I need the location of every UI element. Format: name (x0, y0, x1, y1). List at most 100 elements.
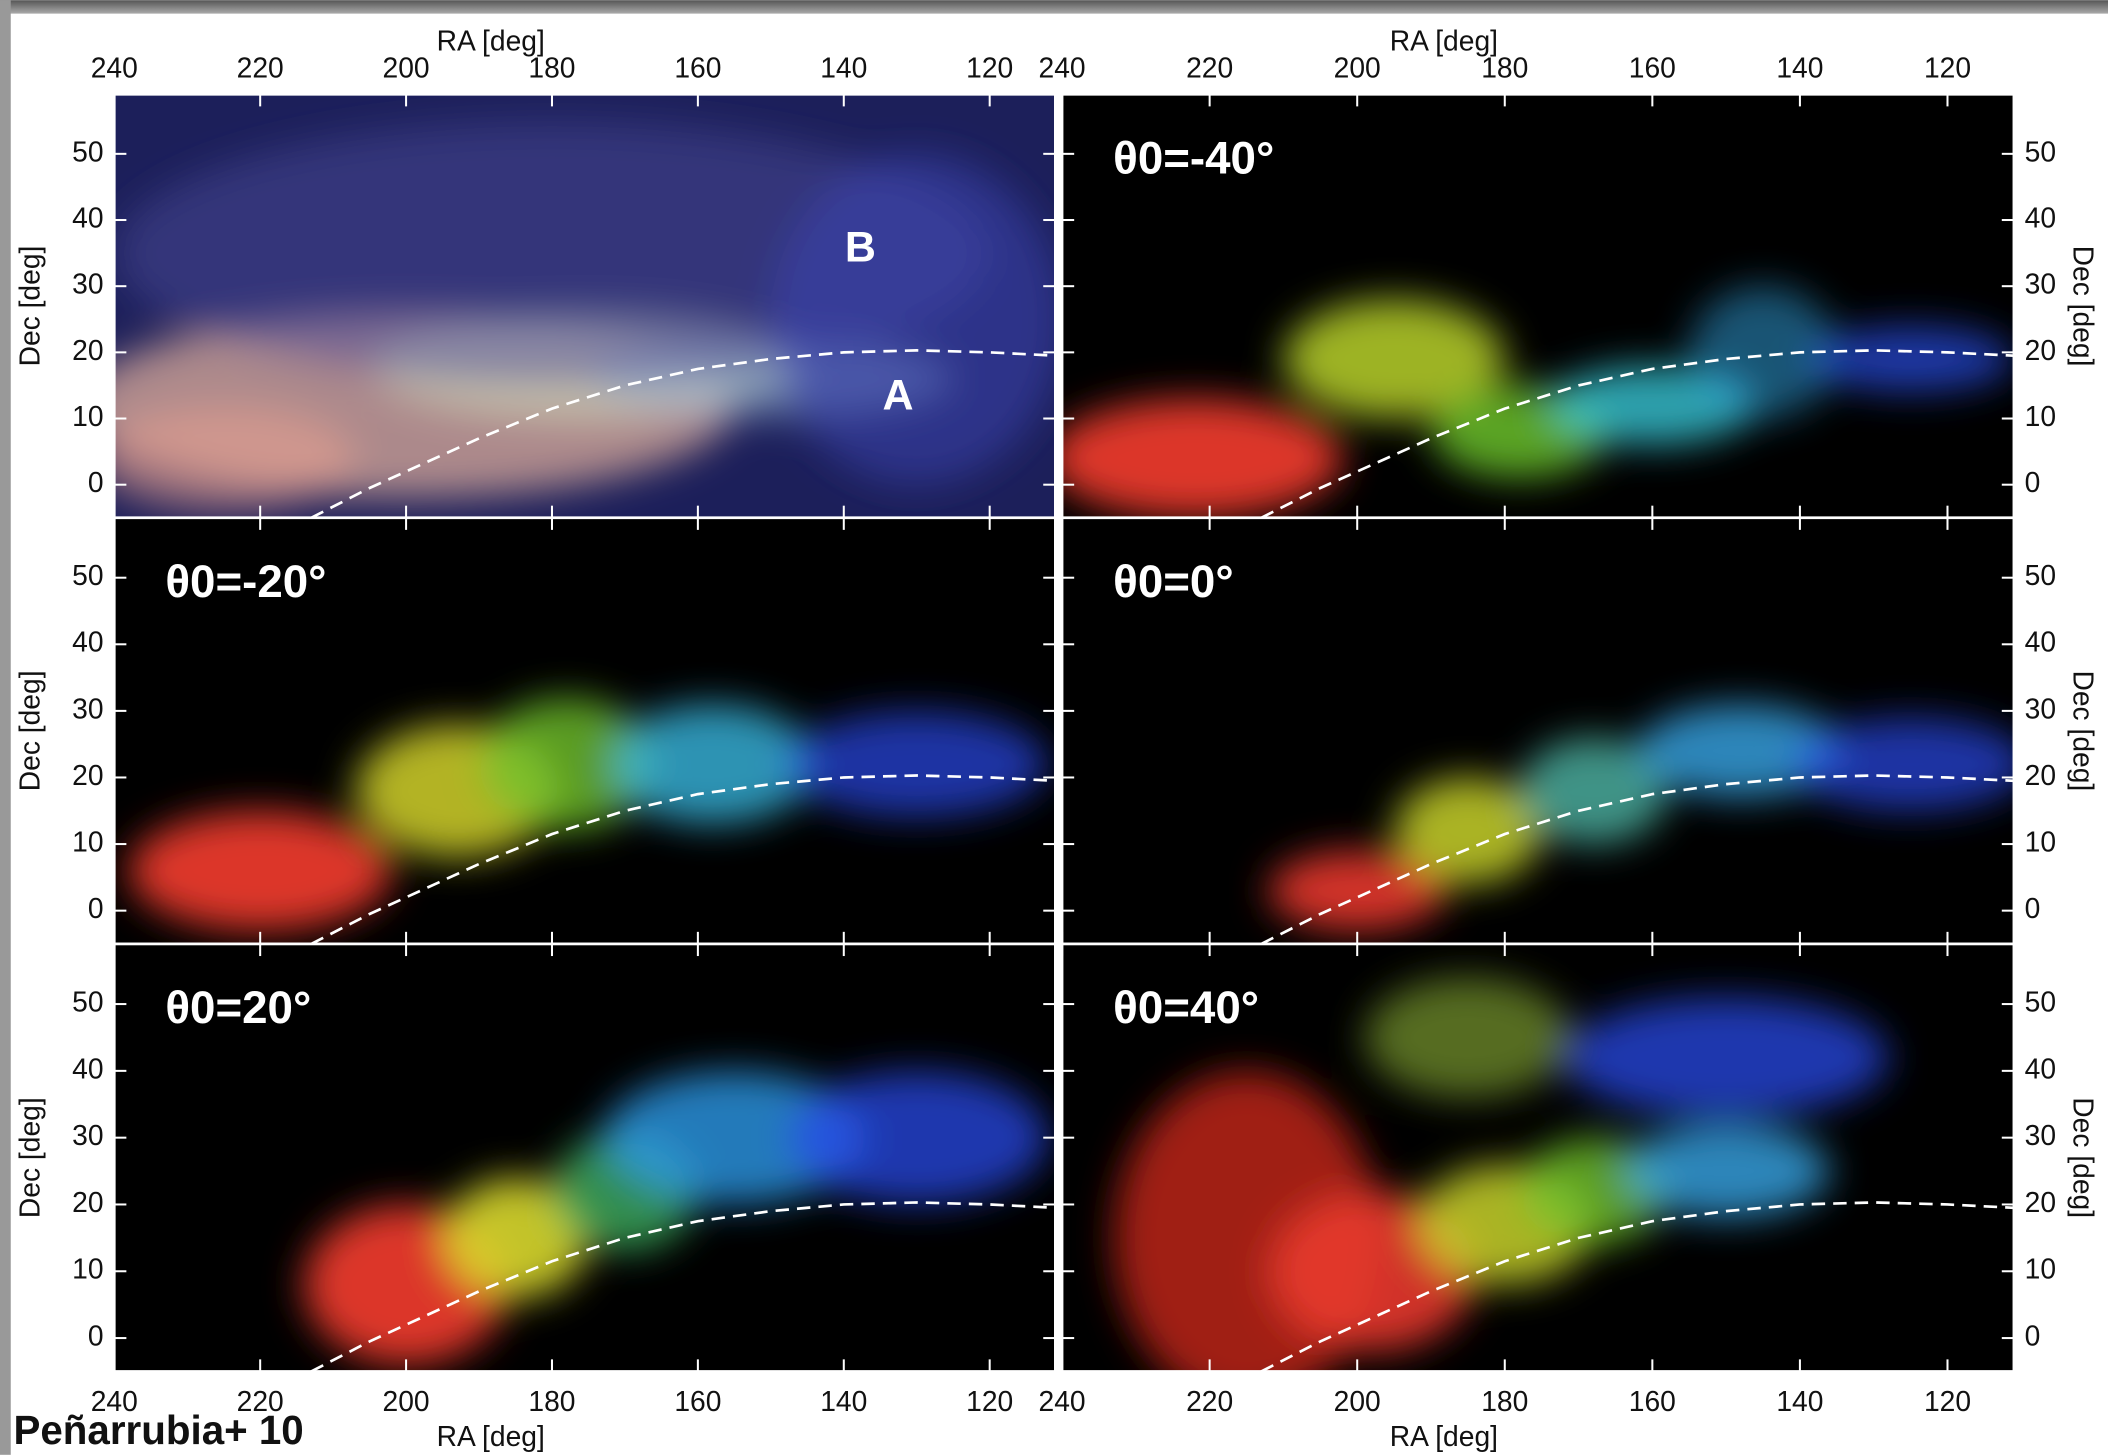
x-tick-label: 180 (528, 1385, 575, 1417)
x-tick-label: 140 (1776, 52, 1823, 84)
y-tick-label: 30 (2025, 1119, 2056, 1151)
star-cloud (785, 711, 1048, 818)
x-tick-label: 200 (383, 52, 430, 84)
x-tick-label: 160 (1629, 52, 1676, 84)
y-tick-label: 40 (2025, 1052, 2056, 1084)
y-axis-label: Dec [deg] (14, 1097, 46, 1218)
y-tick-label: 50 (72, 986, 103, 1018)
y-axis-label: Dec [deg] (2068, 670, 2100, 791)
panel-label: θ0=40° (1113, 982, 1259, 1033)
x-tick-label: 140 (820, 1385, 867, 1417)
x-tick-label: 240 (1039, 52, 1086, 84)
y-tick-label: 40 (2025, 201, 2056, 233)
y-axis-label: Dec [deg] (14, 670, 46, 791)
x-tick-label: 120 (966, 52, 1013, 84)
panel-label: θ0=20° (165, 982, 311, 1033)
panel-label: θ0=-40° (1113, 133, 1274, 184)
y-tick-label: 20 (2025, 1186, 2056, 1218)
y-axis-label: Dec [deg] (14, 246, 46, 367)
window-edge (0, 0, 11, 1455)
window-edge (0, 0, 2108, 13)
x-tick-label: 140 (1776, 1385, 1823, 1417)
y-tick-label: 10 (72, 400, 103, 432)
y-tick-label: 0 (88, 1320, 104, 1352)
y-tick-label: 50 (2025, 986, 2056, 1018)
x-tick-label: 240 (91, 1385, 138, 1417)
x-tick-label: 120 (1924, 1385, 1971, 1417)
x-tick-label: 180 (1481, 1385, 1528, 1417)
y-tick-label: 0 (2025, 892, 2041, 924)
x-tick-label: 160 (674, 52, 721, 84)
y-tick-label: 0 (2025, 466, 2041, 498)
x-tick-label: 200 (383, 1385, 430, 1417)
x-tick-label: 200 (1334, 52, 1381, 84)
star-cloud (129, 811, 392, 931)
x-tick-label: 160 (1629, 1385, 1676, 1417)
x-tick-label: 240 (1039, 1385, 1086, 1417)
y-axis-label: Dec [deg] (2068, 246, 2100, 367)
y-tick-label: 30 (72, 1119, 103, 1151)
panel-label: θ0=-20° (165, 556, 326, 607)
x-tick-label: 200 (1334, 1385, 1381, 1417)
x-tick-label: 120 (1924, 52, 1971, 84)
y-tick-label: 50 (72, 135, 103, 167)
x-tick-label: 160 (674, 1385, 721, 1417)
y-tick-label: 20 (2025, 759, 2056, 791)
y-tick-label: 10 (72, 826, 103, 858)
y-tick-label: 30 (2025, 692, 2056, 724)
x-tick-label: 140 (820, 52, 867, 84)
y-tick-label: 30 (72, 692, 103, 724)
star-cloud (92, 405, 355, 511)
x-axis-label: RA [deg] (437, 1420, 545, 1452)
y-tick-label: 20 (72, 1186, 103, 1218)
y-tick-label: 10 (2025, 826, 2056, 858)
star-density (78, 121, 1063, 511)
star-cloud (1793, 718, 2029, 811)
y-tick-label: 50 (72, 559, 103, 591)
figure: Peñarrubia+ 10 2402202001801601401200102… (0, 0, 2108, 1455)
panel: 0 10 20 30 40 50 Dec [deg] θ0=-20° (14, 518, 1056, 944)
y-tick-label: 20 (72, 759, 103, 791)
star-cloud (1047, 399, 1342, 518)
x-axis-label: RA [deg] (1390, 1420, 1498, 1452)
x-axis-label: RA [deg] (1390, 25, 1498, 57)
y-tick-label: 40 (72, 201, 103, 233)
star-cloud (785, 1071, 1048, 1205)
x-axis-label: RA [deg] (437, 25, 545, 57)
y-tick-label: 10 (2025, 400, 2056, 432)
star-cloud (610, 704, 814, 824)
x-tick-label: 240 (91, 52, 138, 84)
y-tick-label: 50 (2025, 135, 2056, 167)
x-tick-label: 220 (1186, 52, 1233, 84)
star-cloud (1807, 326, 2014, 392)
x-tick-label: 220 (237, 1385, 284, 1417)
x-tick-label: 220 (237, 52, 284, 84)
y-tick-label: 40 (2025, 626, 2056, 658)
panel: 240 220 200 180 160 140 120 0 10 20 30 40 50 RA [deg]… (14, 944, 1056, 1452)
y-tick-label: 20 (2025, 334, 2056, 366)
x-tick-label: 220 (1186, 1385, 1233, 1417)
y-tick-label: 0 (88, 892, 104, 924)
region-label: B (845, 224, 876, 272)
y-tick-label: 50 (2025, 559, 2056, 591)
y-tick-label: 20 (72, 334, 103, 366)
star-cloud (771, 154, 1063, 485)
y-tick-label: 30 (2025, 268, 2056, 300)
y-axis-label: Dec [deg] (2068, 1097, 2100, 1218)
panel: 240 220 200 180 160 140 120 0 10 20 30 40 50 RA [deg]… (1039, 944, 2100, 1452)
region-label: A (883, 371, 914, 419)
panel-label: θ0=0° (1113, 556, 1233, 607)
panel: 0 10 20 30 40 50 Dec [deg] θ0=0° (1062, 518, 2100, 944)
y-tick-label: 10 (72, 1253, 103, 1285)
star-cloud (1365, 977, 1572, 1097)
y-tick-label: 40 (72, 1052, 103, 1084)
y-tick-label: 0 (2025, 1320, 2041, 1352)
x-tick-label: 120 (966, 1385, 1013, 1417)
y-tick-label: 0 (88, 466, 104, 498)
y-tick-label: 10 (2025, 1253, 2056, 1285)
star-cloud (1564, 997, 1889, 1117)
y-tick-label: 30 (72, 268, 103, 300)
y-tick-label: 40 (72, 626, 103, 658)
